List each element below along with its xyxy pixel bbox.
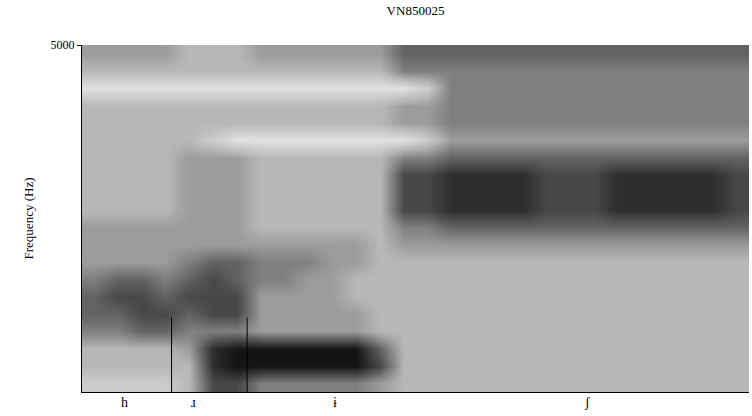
svg-text:Frequency (Hz): Frequency (Hz) bbox=[21, 178, 36, 260]
svg-text:VN850025: VN850025 bbox=[387, 3, 445, 18]
svg-text:h: h bbox=[121, 395, 128, 410]
svg-text:ʃ: ʃ bbox=[584, 395, 590, 410]
svg-text:ɨ: ɨ bbox=[333, 395, 337, 410]
svg-text:ɹ: ɹ bbox=[191, 395, 196, 410]
svg-text:5000: 5000 bbox=[51, 38, 75, 52]
